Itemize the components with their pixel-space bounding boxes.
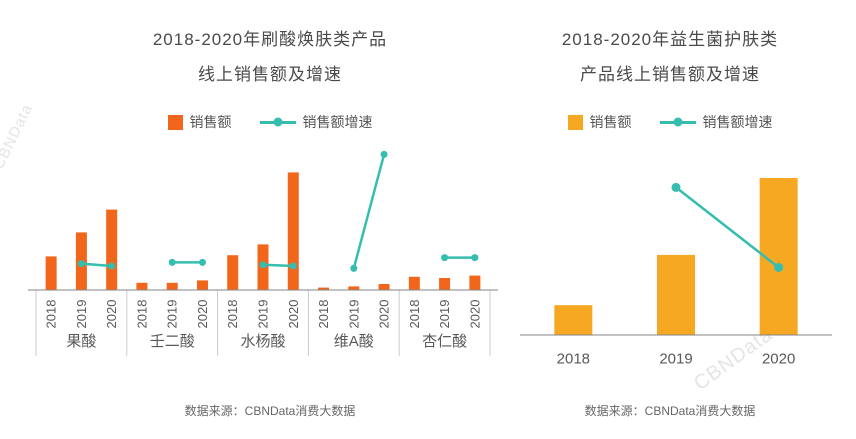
probiotic-products-bar-line-chart: 2018 2019 2020 xyxy=(520,178,832,368)
svg-text:2020: 2020 xyxy=(467,300,482,329)
legend-label-sales: 销售额 xyxy=(589,114,632,130)
chart-legend-acid: 销售额 销售额增速 xyxy=(55,112,485,132)
svg-text:2018: 2018 xyxy=(134,300,149,329)
legend-dot xyxy=(273,117,282,127)
chart-legend-probiotic: 销售额 销售额增速 xyxy=(505,112,835,132)
chart-title-line2: 产品线上销售额及增速 xyxy=(580,65,760,84)
svg-text:2019: 2019 xyxy=(659,351,692,368)
data-source-acid: 数据来源：CBNData消费大数据 xyxy=(184,404,356,418)
svg-text:2018: 2018 xyxy=(316,300,331,329)
legend-item-sales: 销售额 xyxy=(167,112,232,132)
svg-text:壬二酸: 壬二酸 xyxy=(150,333,195,350)
chart-title-line2: 线上销售额及增速 xyxy=(198,65,342,84)
svg-text:2020: 2020 xyxy=(195,300,210,329)
svg-text:2018: 2018 xyxy=(557,351,590,368)
svg-text:2019: 2019 xyxy=(74,300,89,329)
svg-text:2019: 2019 xyxy=(165,300,180,329)
legend-label-growth: 销售额增速 xyxy=(302,114,373,130)
data-source-probiotic: 数据来源：CBNData消费大数据 xyxy=(584,404,756,418)
legend-label-sales: 销售额 xyxy=(189,114,232,130)
svg-text:果酸: 果酸 xyxy=(66,333,96,350)
svg-text:2020: 2020 xyxy=(286,300,301,329)
svg-text:2020: 2020 xyxy=(104,300,119,329)
svg-text:2018: 2018 xyxy=(44,300,59,329)
svg-text:2019: 2019 xyxy=(256,300,271,329)
svg-text:2019: 2019 xyxy=(346,300,361,329)
svg-text:2019: 2019 xyxy=(437,300,452,329)
svg-text:2018: 2018 xyxy=(407,300,422,329)
svg-text:2020: 2020 xyxy=(377,300,392,329)
sales-bar-swatch-icon xyxy=(167,114,183,130)
legend-label-growth: 销售额增速 xyxy=(702,114,773,130)
growth-line-swatch-icon xyxy=(659,117,696,127)
svg-text:水杨酸: 水杨酸 xyxy=(240,333,285,350)
chart-title-acid: 2018-2020年刷酸焕肤类产品 线上销售额及增速 xyxy=(55,22,485,92)
acid-products-bar-line-chart: 2018 2019 2020 2018 2019 2020 2018 2019 2020 2018… xyxy=(28,150,498,356)
chart-title-line1: 2018-2020年刷酸焕肤类产品 xyxy=(152,30,388,49)
legend-item-growth: 销售额增速 xyxy=(659,112,773,132)
svg-text:2020: 2020 xyxy=(762,351,795,368)
legend-dot xyxy=(673,117,682,127)
svg-text:维A酸: 维A酸 xyxy=(334,333,374,350)
sales-bar-swatch-icon xyxy=(567,114,583,130)
growth-line-swatch-icon xyxy=(259,117,296,127)
chart-title-probiotic: 2018-2020年益生菌护肤类 产品线上销售额及增速 xyxy=(505,22,835,92)
legend-item-growth: 销售额增速 xyxy=(259,112,373,132)
svg-text:杏仁酸: 杏仁酸 xyxy=(422,333,467,350)
svg-text:2018: 2018 xyxy=(225,300,240,329)
chart-title-line1: 2018-2020年益生菌护肤类 xyxy=(561,30,779,49)
legend-item-sales: 销售额 xyxy=(567,112,632,132)
